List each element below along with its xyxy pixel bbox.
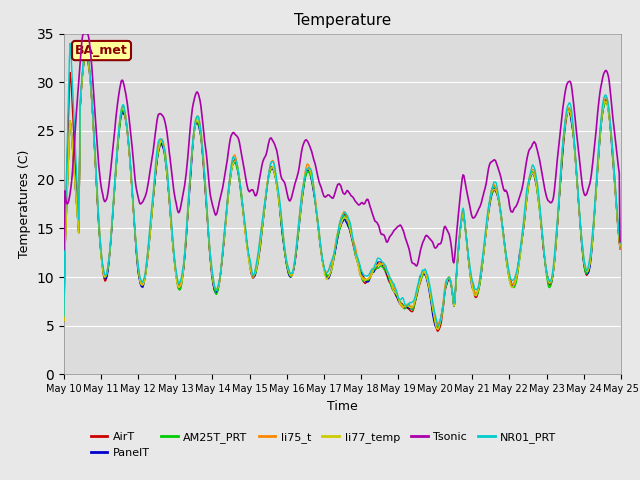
AirT xyxy=(434,328,442,334)
AM25T_PRT xyxy=(60,318,68,324)
li77_temp xyxy=(128,186,136,192)
li75_t xyxy=(616,245,624,251)
li77_temp xyxy=(616,243,624,249)
AirT xyxy=(616,246,624,252)
PanelT xyxy=(427,297,435,302)
AirT xyxy=(427,293,435,299)
AirT xyxy=(70,137,78,143)
Tsonic xyxy=(428,238,435,243)
li75_t xyxy=(434,323,442,328)
Tsonic xyxy=(80,31,88,36)
PanelT xyxy=(410,300,418,306)
AirT xyxy=(214,287,221,293)
Line: Tsonic: Tsonic xyxy=(64,34,620,266)
Title: Temperature: Temperature xyxy=(294,13,391,28)
PanelT xyxy=(82,53,90,59)
li77_temp xyxy=(185,201,193,207)
AirT xyxy=(410,303,418,309)
NR01_PRT xyxy=(616,240,624,246)
NR01_PRT xyxy=(410,296,418,302)
NR01_PRT xyxy=(60,313,68,319)
li75_t xyxy=(60,318,68,324)
li75_t xyxy=(70,166,78,172)
NR01_PRT xyxy=(214,284,221,289)
Tsonic xyxy=(410,261,418,266)
Y-axis label: Temperatures (C): Temperatures (C) xyxy=(18,150,31,258)
li75_t xyxy=(128,189,136,194)
li75_t xyxy=(185,196,193,202)
li77_temp xyxy=(60,318,68,324)
Line: li77_temp: li77_temp xyxy=(64,52,620,329)
PanelT xyxy=(60,318,68,324)
Tsonic xyxy=(185,145,193,151)
li77_temp xyxy=(435,326,442,332)
AM25T_PRT xyxy=(214,288,221,294)
Tsonic xyxy=(214,206,221,212)
AirT xyxy=(83,53,90,59)
Line: PanelT: PanelT xyxy=(64,56,620,328)
AirT xyxy=(60,313,68,319)
Line: AM25T_PRT: AM25T_PRT xyxy=(64,56,620,327)
NR01_PRT xyxy=(427,286,435,292)
PanelT xyxy=(616,244,624,250)
Tsonic xyxy=(70,145,78,151)
AirT xyxy=(185,201,193,207)
li77_temp xyxy=(70,166,78,172)
NR01_PRT xyxy=(435,323,442,328)
li77_temp xyxy=(214,285,221,291)
Line: li75_t: li75_t xyxy=(64,50,620,325)
AirT xyxy=(128,186,136,192)
Line: AirT: AirT xyxy=(64,56,620,331)
AM25T_PRT xyxy=(185,200,193,206)
Tsonic xyxy=(128,143,136,149)
PanelT xyxy=(128,187,136,192)
PanelT xyxy=(214,286,221,291)
AM25T_PRT xyxy=(83,53,90,59)
PanelT xyxy=(70,166,78,172)
AM25T_PRT xyxy=(616,245,624,251)
X-axis label: Time: Time xyxy=(327,400,358,413)
Tsonic xyxy=(60,247,68,252)
li75_t xyxy=(82,48,90,53)
AM25T_PRT xyxy=(128,188,136,193)
NR01_PRT xyxy=(67,40,74,46)
AM25T_PRT xyxy=(427,294,435,300)
AM25T_PRT xyxy=(70,166,78,172)
NR01_PRT xyxy=(71,133,79,139)
AM25T_PRT xyxy=(410,302,418,308)
li77_temp xyxy=(410,299,418,305)
Tsonic xyxy=(413,263,420,269)
li77_temp xyxy=(83,49,90,55)
Tsonic xyxy=(616,239,624,244)
AM25T_PRT xyxy=(435,324,442,330)
Line: NR01_PRT: NR01_PRT xyxy=(64,43,620,325)
PanelT xyxy=(185,205,193,211)
NR01_PRT xyxy=(128,182,136,188)
li75_t xyxy=(410,300,418,306)
Text: BA_met: BA_met xyxy=(75,44,128,57)
li75_t xyxy=(427,293,435,299)
Legend: AirT, PanelT, AM25T_PRT, li75_t, li77_temp, Tsonic, NR01_PRT: AirT, PanelT, AM25T_PRT, li75_t, li77_te… xyxy=(86,428,561,462)
NR01_PRT xyxy=(185,194,193,200)
li77_temp xyxy=(427,292,435,298)
li75_t xyxy=(214,284,221,289)
PanelT xyxy=(434,325,442,331)
